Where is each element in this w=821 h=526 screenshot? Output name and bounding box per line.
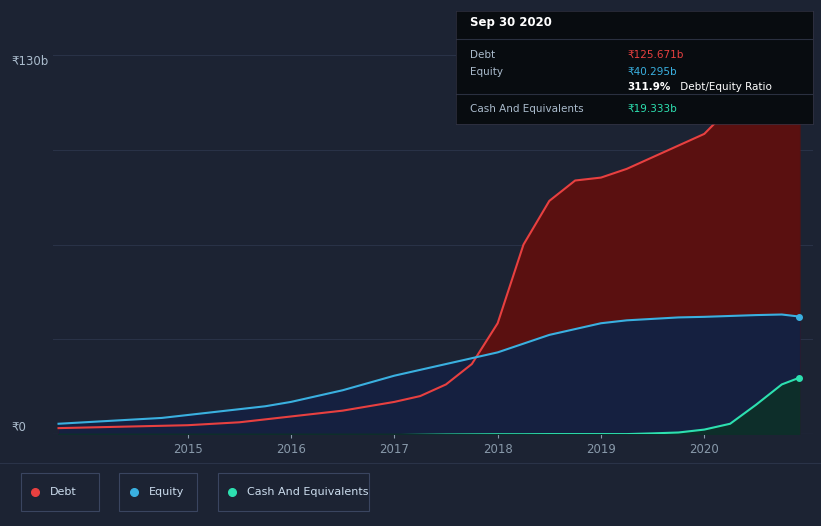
Text: ₹40.295b: ₹40.295b xyxy=(627,67,677,77)
Text: Debt: Debt xyxy=(470,49,495,59)
Text: ₹19.333b: ₹19.333b xyxy=(627,104,677,114)
Text: Equity: Equity xyxy=(149,487,184,497)
Text: Cash And Equivalents: Cash And Equivalents xyxy=(470,104,584,114)
Text: ₹0: ₹0 xyxy=(11,421,26,434)
Text: ₹125.671b: ₹125.671b xyxy=(627,49,683,59)
Text: 311.9%: 311.9% xyxy=(627,83,671,93)
Text: Sep 30 2020: Sep 30 2020 xyxy=(470,16,552,29)
Text: Debt: Debt xyxy=(50,487,77,497)
Text: Debt/Equity Ratio: Debt/Equity Ratio xyxy=(677,83,772,93)
Text: Cash And Equivalents: Cash And Equivalents xyxy=(247,487,369,497)
Text: Equity: Equity xyxy=(470,67,503,77)
Text: ₹130b: ₹130b xyxy=(11,55,48,68)
